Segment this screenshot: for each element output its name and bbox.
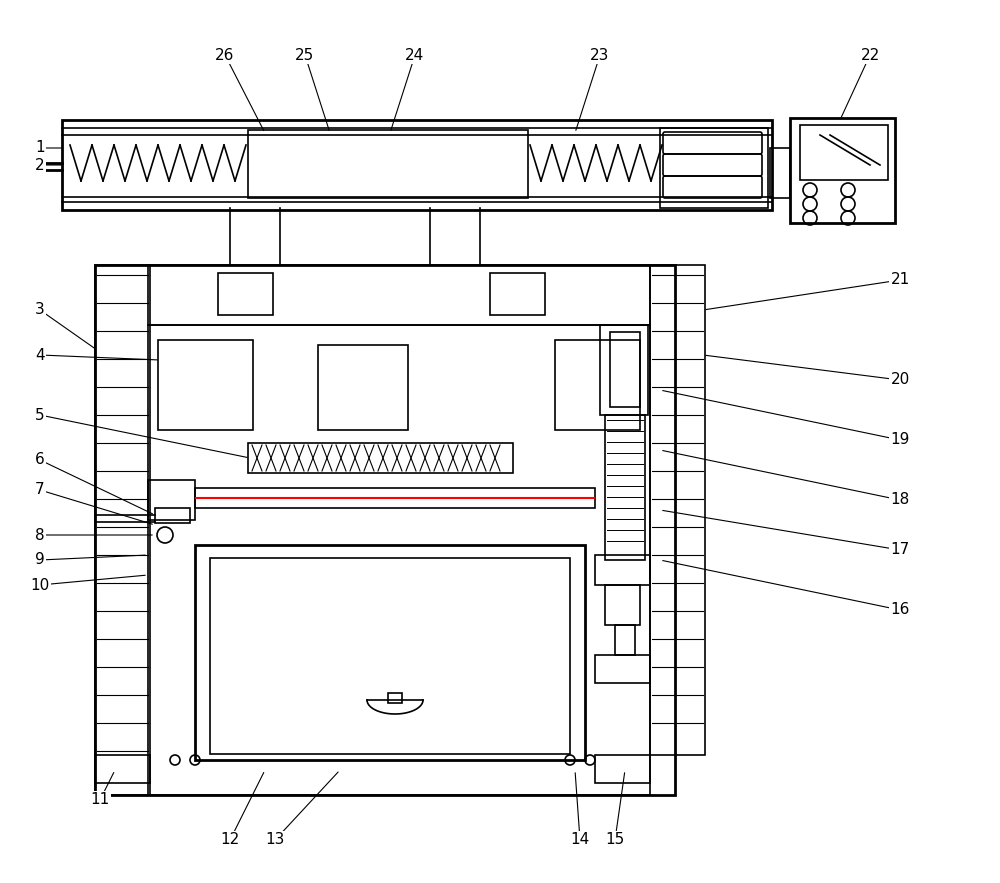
Bar: [490, 273, 545, 315]
Text: 1: 1: [35, 140, 45, 155]
Bar: [95, 265, 675, 795]
Bar: [318, 345, 408, 430]
Text: 26: 26: [215, 48, 235, 63]
Text: 16: 16: [890, 602, 910, 617]
Bar: [790, 118, 895, 223]
Text: 19: 19: [890, 433, 910, 448]
Bar: [195, 488, 595, 508]
Bar: [95, 265, 150, 795]
Bar: [155, 508, 190, 523]
Bar: [595, 755, 650, 783]
Text: 7: 7: [35, 482, 45, 497]
Text: 14: 14: [570, 833, 590, 848]
Text: 3: 3: [35, 303, 45, 318]
Bar: [248, 443, 513, 473]
Bar: [800, 125, 888, 180]
Bar: [210, 558, 570, 754]
Text: 24: 24: [405, 48, 425, 63]
Bar: [158, 340, 253, 430]
Bar: [95, 755, 150, 783]
Bar: [615, 625, 635, 655]
Text: 25: 25: [295, 48, 315, 63]
Text: 15: 15: [605, 833, 625, 848]
Bar: [148, 265, 650, 325]
Text: 12: 12: [220, 833, 240, 848]
Bar: [605, 415, 645, 560]
Bar: [605, 585, 640, 625]
Bar: [62, 120, 772, 210]
Text: 11: 11: [90, 793, 110, 807]
Bar: [610, 332, 640, 407]
Text: 4: 4: [35, 348, 45, 363]
Bar: [195, 545, 585, 760]
Text: 2: 2: [35, 157, 45, 172]
Bar: [148, 480, 195, 520]
Bar: [248, 130, 528, 198]
Text: 23: 23: [590, 48, 610, 63]
Text: 6: 6: [35, 452, 45, 467]
Text: 20: 20: [890, 373, 910, 388]
Text: 5: 5: [35, 407, 45, 422]
Text: 17: 17: [890, 542, 910, 557]
Bar: [148, 325, 650, 795]
Bar: [650, 265, 705, 755]
Text: 10: 10: [30, 577, 50, 592]
Bar: [218, 273, 273, 315]
Bar: [595, 655, 650, 683]
Text: 8: 8: [35, 527, 45, 542]
Text: 22: 22: [860, 48, 880, 63]
Bar: [660, 128, 768, 208]
Bar: [595, 555, 650, 585]
Text: 18: 18: [890, 493, 910, 508]
Text: 9: 9: [35, 553, 45, 568]
Text: 13: 13: [265, 833, 285, 848]
Bar: [388, 693, 402, 703]
Text: 21: 21: [890, 273, 910, 288]
Bar: [555, 340, 640, 430]
Bar: [600, 325, 648, 415]
Bar: [770, 148, 790, 198]
